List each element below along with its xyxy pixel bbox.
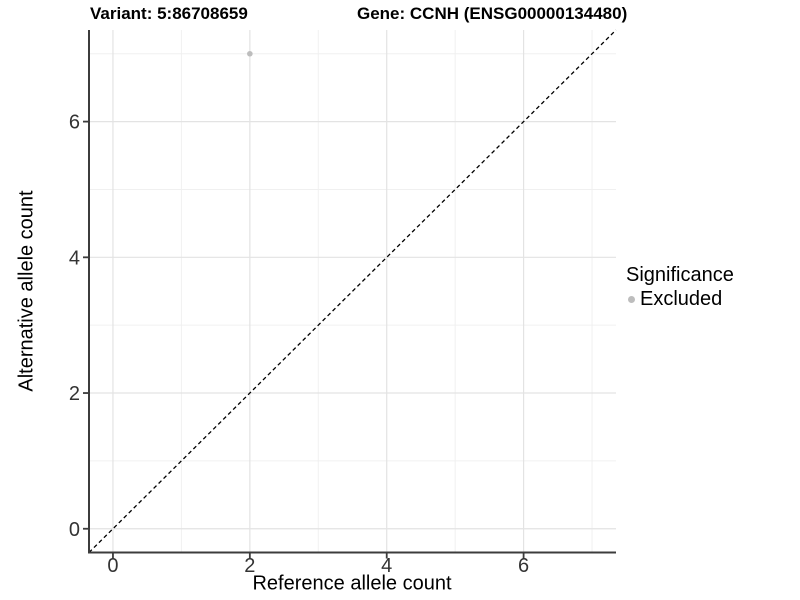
legend-entry-excluded: Excluded: [628, 288, 734, 311]
y-axis-title: Alternative allele count: [15, 190, 38, 392]
x-tick-label: 4: [381, 555, 392, 577]
legend-point-icon: [628, 296, 635, 303]
y-tick-label: 6: [69, 112, 80, 134]
y-tick-label: 4: [69, 247, 80, 269]
plot-title-variant: Variant: 5:86708659: [90, 4, 248, 23]
legend: Significance Excluded: [626, 264, 734, 311]
legend-title: Significance: [626, 264, 734, 286]
legend-entry-label: Excluded: [640, 288, 723, 310]
x-tick-label: 0: [107, 555, 118, 577]
data-point: [247, 50, 253, 57]
y-tick-label: 2: [69, 383, 80, 405]
plot-title-gene: Gene: CCNH (ENSG00000134480): [357, 4, 628, 23]
x-tick-label: 6: [518, 555, 529, 577]
identity-dashed-line: [88, 29, 617, 553]
x-axis-title: Reference allele count: [252, 572, 452, 595]
x-tick-label: 2: [244, 555, 255, 577]
y-tick-label: 0: [69, 519, 80, 541]
